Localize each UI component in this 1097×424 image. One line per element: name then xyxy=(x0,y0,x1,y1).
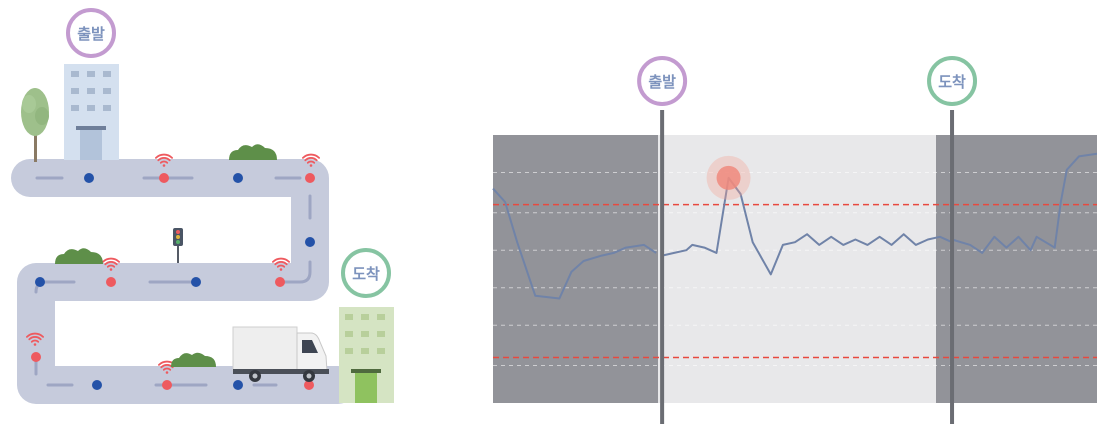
red-dot xyxy=(159,173,169,183)
tree-icon xyxy=(21,88,49,162)
red-dot xyxy=(31,352,41,362)
plot-area-after-arrival xyxy=(936,135,1097,403)
plot-area-trip-window xyxy=(658,135,936,403)
blue-dot xyxy=(84,173,94,183)
wifi-signal-icon xyxy=(26,332,44,346)
blue-dot xyxy=(92,380,102,390)
start-marker-label: 출발 xyxy=(648,73,676,91)
arrival-marker-label: 도착 xyxy=(938,73,966,91)
red-dot xyxy=(162,380,172,390)
red-dot xyxy=(305,173,315,183)
arrival-badge-label: 도착 xyxy=(352,265,380,283)
peak-marker xyxy=(706,155,751,200)
truck-cargo-box xyxy=(232,326,298,372)
route-map: 출발 도착 xyxy=(11,8,394,404)
truck-icon xyxy=(232,326,329,382)
blue-dot xyxy=(233,380,243,390)
bush-icon xyxy=(229,144,277,160)
bush-icon xyxy=(55,248,103,264)
bush-icon xyxy=(171,352,216,367)
blue-dot xyxy=(35,277,45,287)
start-marker-badge xyxy=(637,56,688,106)
building-icon xyxy=(339,307,394,403)
red-dot xyxy=(106,277,116,287)
event-markers: 출발 도착 xyxy=(637,56,978,424)
series-path xyxy=(492,187,657,300)
wifi-signal-icon xyxy=(272,257,290,271)
peak-dot xyxy=(716,165,741,190)
wifi-signal-icon xyxy=(302,153,320,167)
arrival-badge: 도착 xyxy=(341,248,391,298)
building-icon xyxy=(64,64,119,160)
series-path xyxy=(951,152,1097,254)
blue-dot xyxy=(305,237,315,247)
threshold-lines xyxy=(493,203,1097,359)
wifi-signal-icon xyxy=(102,257,120,271)
traffic-light-icon xyxy=(173,228,183,263)
blue-sensor-dots xyxy=(35,173,315,390)
series-path xyxy=(661,176,953,276)
start-badge-label: 출발 xyxy=(77,25,105,43)
series-line xyxy=(492,152,1097,300)
red-sensor-dots xyxy=(31,173,315,390)
arrival-marker-badge xyxy=(927,56,978,106)
blue-dot xyxy=(233,173,243,183)
start-badge: 출발 xyxy=(66,8,116,58)
red-dot xyxy=(275,277,285,287)
red-dot xyxy=(304,380,314,390)
signal-chart: 출발 도착 xyxy=(492,56,1097,424)
blue-dot xyxy=(191,277,201,287)
wifi-signal-icon xyxy=(155,153,173,167)
